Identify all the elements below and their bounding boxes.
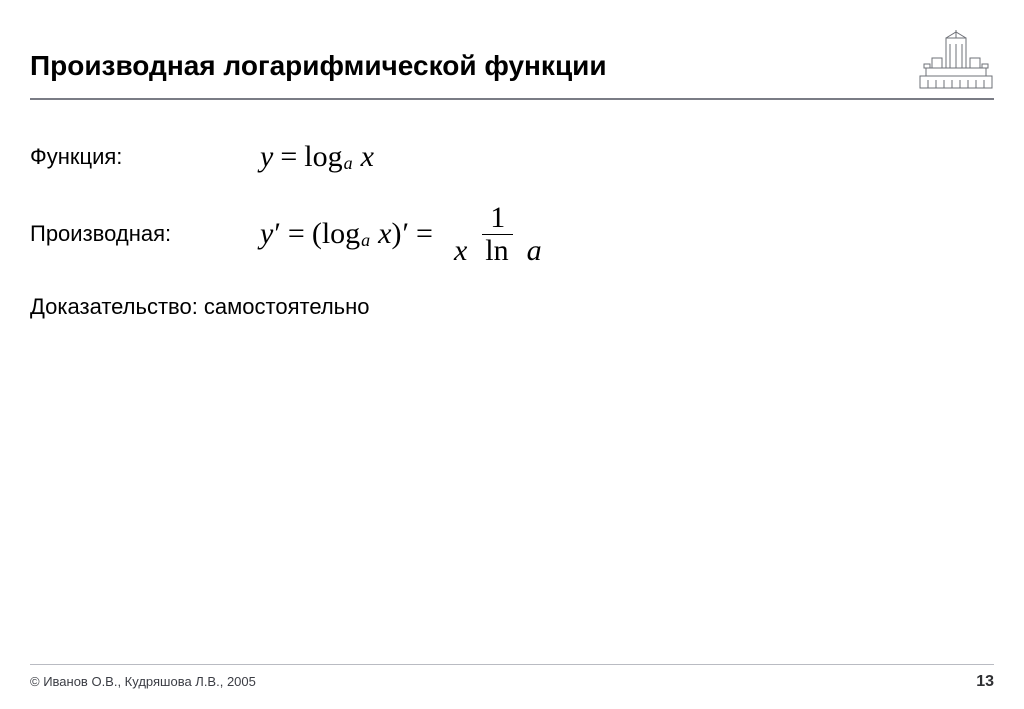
proof-line: Доказательство: самостоятельно <box>30 294 994 320</box>
var-x: x <box>378 217 391 251</box>
slide: Производная логарифмической функции <box>30 30 994 699</box>
log-text: log <box>322 217 360 251</box>
header: Производная логарифмической функции <box>30 30 994 96</box>
derivative-label: Производная: <box>30 221 260 247</box>
numerator: 1 <box>482 202 513 235</box>
log-text: log <box>304 140 342 174</box>
var-y: y <box>260 140 273 174</box>
eq-sign: = <box>281 217 312 251</box>
derivative-row: Производная: y ′ = ( log a x ) ′ = 1 x <box>30 202 994 266</box>
den-x: x <box>454 234 467 267</box>
eq-sign: = <box>273 140 304 174</box>
slide-body: Функция: y = log a x Производная: y ′ = … <box>30 100 994 320</box>
den-ln: ln <box>485 234 508 267</box>
footer: © Иванов О.В., Кудряшова Л.В., 2005 13 <box>30 664 994 691</box>
derivative-formula: y ′ = ( log a x ) ′ = 1 x ln <box>260 202 550 266</box>
var-x: x <box>361 140 374 174</box>
page-title: Производная логарифмической функции <box>30 50 607 82</box>
fraction: 1 x ln a <box>446 202 550 266</box>
university-logo <box>918 30 994 90</box>
footer-row: © Иванов О.В., Кудряшова Л.В., 2005 13 <box>30 673 994 691</box>
rparen: ) <box>391 217 401 251</box>
eq-sign: = <box>409 217 440 251</box>
lparen: ( <box>312 217 322 251</box>
log-base: a <box>361 230 370 251</box>
copyright-text: © Иванов О.В., Кудряшова Л.В., 2005 <box>30 674 256 689</box>
den-a: a <box>527 234 542 267</box>
var-y: y <box>260 217 273 251</box>
denominator: x ln a <box>446 235 550 267</box>
page-number: 13 <box>976 673 994 691</box>
function-row: Функция: y = log a x <box>30 140 994 174</box>
footer-rule <box>30 664 994 665</box>
function-formula: y = log a x <box>260 140 374 174</box>
log-base: a <box>344 153 353 174</box>
function-label: Функция: <box>30 144 260 170</box>
